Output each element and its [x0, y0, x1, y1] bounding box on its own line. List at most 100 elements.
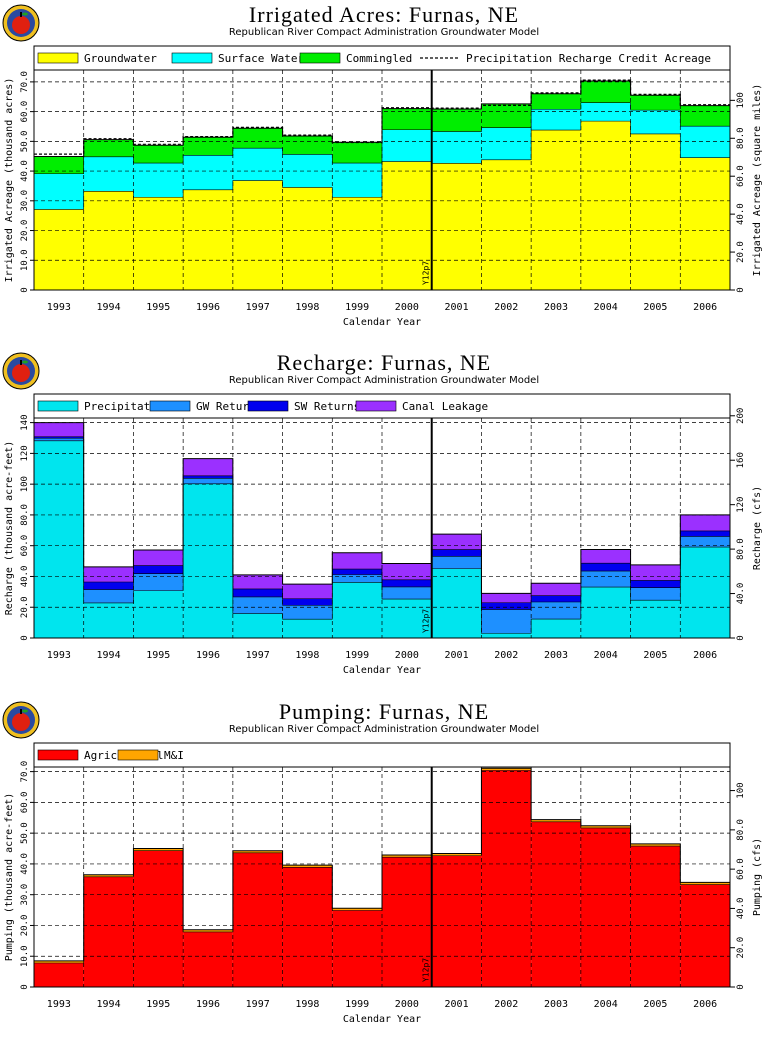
- legend-label: Surface Water: [218, 52, 304, 65]
- legend-box: [33, 45, 731, 71]
- bar-segment: [133, 145, 184, 164]
- y-tick-label-right: 200: [736, 408, 746, 424]
- legend-swatch: [37, 52, 79, 64]
- y-tick-label-right: 40.0: [736, 583, 746, 605]
- bar-segment: [481, 103, 532, 128]
- bar-segment: [332, 142, 382, 164]
- x-tick-label: 2002: [494, 302, 518, 313]
- bar-segment: [232, 852, 283, 987]
- bar-segment: [481, 127, 532, 160]
- bar-segment: [232, 148, 283, 181]
- y-tick-label-left: 120: [20, 445, 30, 461]
- bar-segment: [431, 534, 482, 550]
- y-tick-label-left: 10.0: [20, 945, 30, 967]
- bar-segment: [133, 197, 184, 290]
- x-tick-label: 2002: [494, 999, 518, 1010]
- x-tick-label: 2005: [643, 650, 667, 661]
- bar-segment: [382, 855, 432, 858]
- bar-segment: [282, 619, 333, 638]
- y-axis-label-left: Recharge (thousand acre-feet): [4, 441, 15, 616]
- y-tick-label-left: 30.0: [20, 884, 30, 906]
- x-tick-label: 1997: [246, 999, 270, 1010]
- bar-segment: [630, 580, 681, 588]
- bar-segment: [332, 574, 382, 583]
- marker-label: Y12p7: [422, 958, 431, 982]
- bar-segment: [630, 587, 681, 601]
- bar-segment: [34, 422, 84, 437]
- precipitation-credit-line: [34, 79, 730, 155]
- x-tick-label: 1995: [146, 302, 170, 313]
- bar-segment: [630, 600, 681, 638]
- bar-segment: [531, 819, 581, 822]
- bar-segment: [133, 850, 184, 987]
- y-tick-label-left: 60.0: [20, 101, 30, 123]
- x-tick-label: 1994: [97, 302, 121, 313]
- legend-label: Commingled: [346, 52, 412, 65]
- y-tick-label-right: 20.0: [736, 937, 746, 959]
- bar-segment: [431, 549, 482, 557]
- x-tick-label: 1993: [47, 999, 71, 1010]
- bar-segment: [431, 556, 482, 569]
- bar-segment: [282, 187, 333, 290]
- x-tick-label: 2003: [544, 999, 568, 1010]
- x-tick-label: 1996: [196, 302, 220, 313]
- bar-segment: [382, 586, 432, 600]
- bar-segment: [282, 598, 333, 606]
- pumping-chart: 0 10.0 20.0 30.0 40.0 50.0 60.0 70.0 0 20.0 40.0 60…: [4, 742, 763, 1025]
- y-tick-label-left: 50.0: [20, 822, 30, 844]
- legend-swatch: [149, 400, 191, 412]
- bar-segment: [133, 163, 184, 198]
- bar-segment: [580, 571, 631, 588]
- apple-logo-icon: [2, 352, 40, 390]
- bar-segment: [680, 157, 730, 290]
- bar-segment: [183, 458, 233, 476]
- irrigated-acres-chart: 0 10.0 20.0 30.0 40.0 50.0 60.0 70.0 0 20.0 40.0 60…: [4, 45, 763, 328]
- y-axis-label-right: Irrigated Acreage (square miles): [752, 84, 763, 277]
- bar-segment: [531, 821, 581, 987]
- bar-segment: [34, 156, 84, 174]
- legend-swatch: [171, 52, 213, 64]
- y-tick-label-left: 100: [20, 476, 30, 492]
- bar-segment: [282, 865, 333, 868]
- bar-segment: [531, 130, 581, 290]
- recharge-panel: Recharge: Furnas, NE Republican River Co…: [0, 348, 768, 688]
- x-tick-label: 2005: [643, 302, 667, 313]
- bar-segment: [382, 161, 432, 290]
- x-axis-label: Calendar Year: [343, 1014, 421, 1025]
- bar-segment: [83, 156, 134, 192]
- bar-segment: [332, 908, 382, 911]
- y-tick-label-left: 20.0: [20, 915, 30, 937]
- bar-segment: [282, 136, 333, 155]
- bar-segment: [630, 843, 681, 847]
- bar-segment: [83, 191, 134, 290]
- x-tick-label: 1994: [97, 650, 121, 661]
- legend-swatch: [299, 52, 341, 64]
- x-tick-label: 1998: [295, 650, 319, 661]
- y-tick-label-left: 70.0: [20, 71, 30, 93]
- bar-segment: [332, 910, 382, 987]
- bar-segment: [431, 855, 482, 987]
- bar-segment: [630, 564, 681, 581]
- bar-segment: [580, 587, 631, 638]
- y-tick-label-left: 20.0: [20, 596, 30, 618]
- bar-segment: [83, 602, 134, 638]
- bar-segment: [282, 605, 333, 620]
- x-tick-label: 1997: [246, 650, 270, 661]
- bar-segment: [332, 569, 382, 575]
- bar-segment: [183, 929, 233, 932]
- y-axis-label-right: Pumping (cfs): [752, 838, 763, 916]
- bar-segment: [481, 159, 532, 290]
- y-tick-label-left: 0: [20, 984, 30, 989]
- bar-segment: [680, 884, 730, 987]
- bar-segment: [382, 129, 432, 162]
- bar-segment: [332, 582, 382, 638]
- bar-segment: [282, 867, 333, 987]
- y-tick-label-right: 20.0: [736, 241, 746, 263]
- bar-segment: [382, 857, 432, 987]
- bar-segment: [580, 102, 631, 122]
- bar-segment: [680, 514, 730, 531]
- bar-segment: [680, 536, 730, 548]
- bar-segment: [481, 770, 532, 987]
- series-boundary: [34, 440, 730, 634]
- bar-segment: [34, 209, 84, 290]
